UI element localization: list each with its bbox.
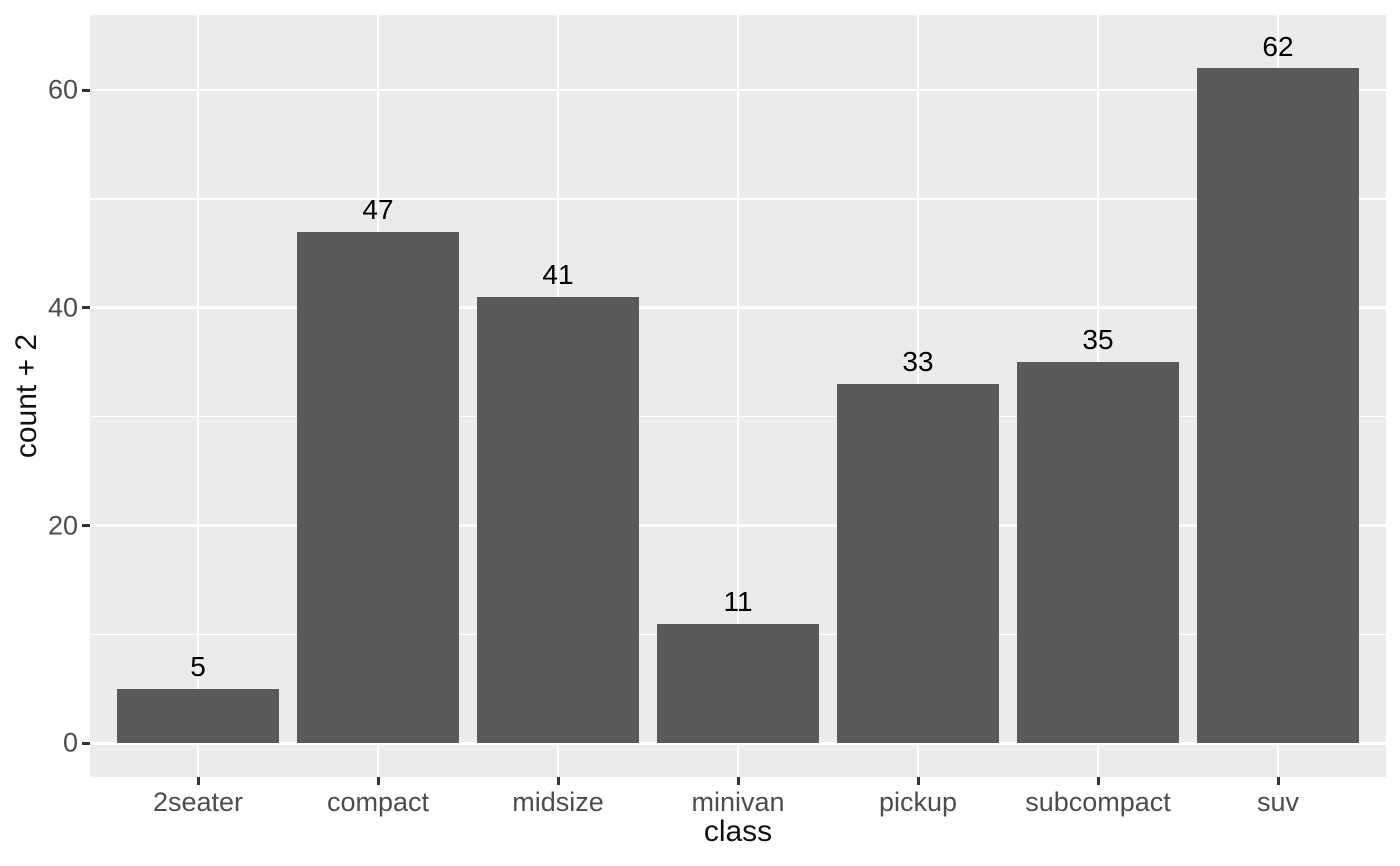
x-tick-label-midsize: midsize bbox=[512, 787, 604, 817]
bar-value-label-minivan: 11 bbox=[723, 585, 753, 617]
y-tick-mark-0 bbox=[82, 741, 90, 745]
bar-compact bbox=[297, 231, 459, 744]
bar-suv bbox=[1197, 68, 1359, 744]
y-tick-label-20: 20 bbox=[47, 510, 78, 541]
x-tick-label-2seater: 2seater bbox=[152, 787, 244, 817]
y-tick-label-60: 60 bbox=[47, 74, 78, 105]
gridline-major-x-minivan bbox=[736, 15, 740, 777]
x-tick-label-minivan: minivan bbox=[691, 787, 785, 817]
y-tick-mark-40 bbox=[82, 306, 90, 310]
y-tick-mark-20 bbox=[82, 524, 90, 528]
bar-value-label-pickup: 33 bbox=[902, 346, 934, 378]
x-axis-title: class bbox=[703, 815, 773, 848]
x-tick-label-subcompact: subcompact bbox=[1025, 787, 1171, 817]
bar-value-label-midsize: 41 bbox=[542, 259, 574, 291]
y-tick-label-0: 0 bbox=[62, 727, 78, 758]
x-tick-mark-suv bbox=[1276, 777, 1280, 785]
plot-panel: 5 47 41 11 33 35 62 bbox=[90, 15, 1386, 777]
bar-value-label-2seater: 5 bbox=[190, 651, 206, 683]
y-tick-mark-60 bbox=[82, 88, 90, 92]
x-tick-label-compact: compact bbox=[326, 787, 430, 817]
x-tick-label-pickup: pickup bbox=[878, 787, 958, 817]
x-tick-mark-2seater bbox=[196, 777, 200, 785]
bar-value-label-suv: 62 bbox=[1262, 30, 1294, 62]
x-tick-mark-subcompact bbox=[1096, 777, 1100, 785]
x-tick-mark-compact bbox=[376, 777, 380, 785]
x-tick-mark-minivan bbox=[736, 777, 740, 785]
x-tick-label-suv: suv bbox=[1256, 787, 1300, 817]
y-axis-title: count + 2 bbox=[10, 333, 43, 459]
bar-pickup bbox=[837, 384, 999, 744]
bar-value-label-subcompact: 35 bbox=[1082, 324, 1114, 356]
bar-midsize bbox=[477, 296, 639, 744]
bar-minivan bbox=[657, 623, 819, 744]
bar-2seater bbox=[117, 688, 279, 744]
bar-value-label-compact: 47 bbox=[362, 193, 394, 225]
y-tick-label-40: 40 bbox=[47, 292, 78, 323]
x-tick-mark-midsize bbox=[556, 777, 560, 785]
x-tick-mark-pickup bbox=[916, 777, 920, 785]
bar-subcompact bbox=[1017, 362, 1179, 744]
gridline-major-x-2seater bbox=[196, 15, 200, 777]
